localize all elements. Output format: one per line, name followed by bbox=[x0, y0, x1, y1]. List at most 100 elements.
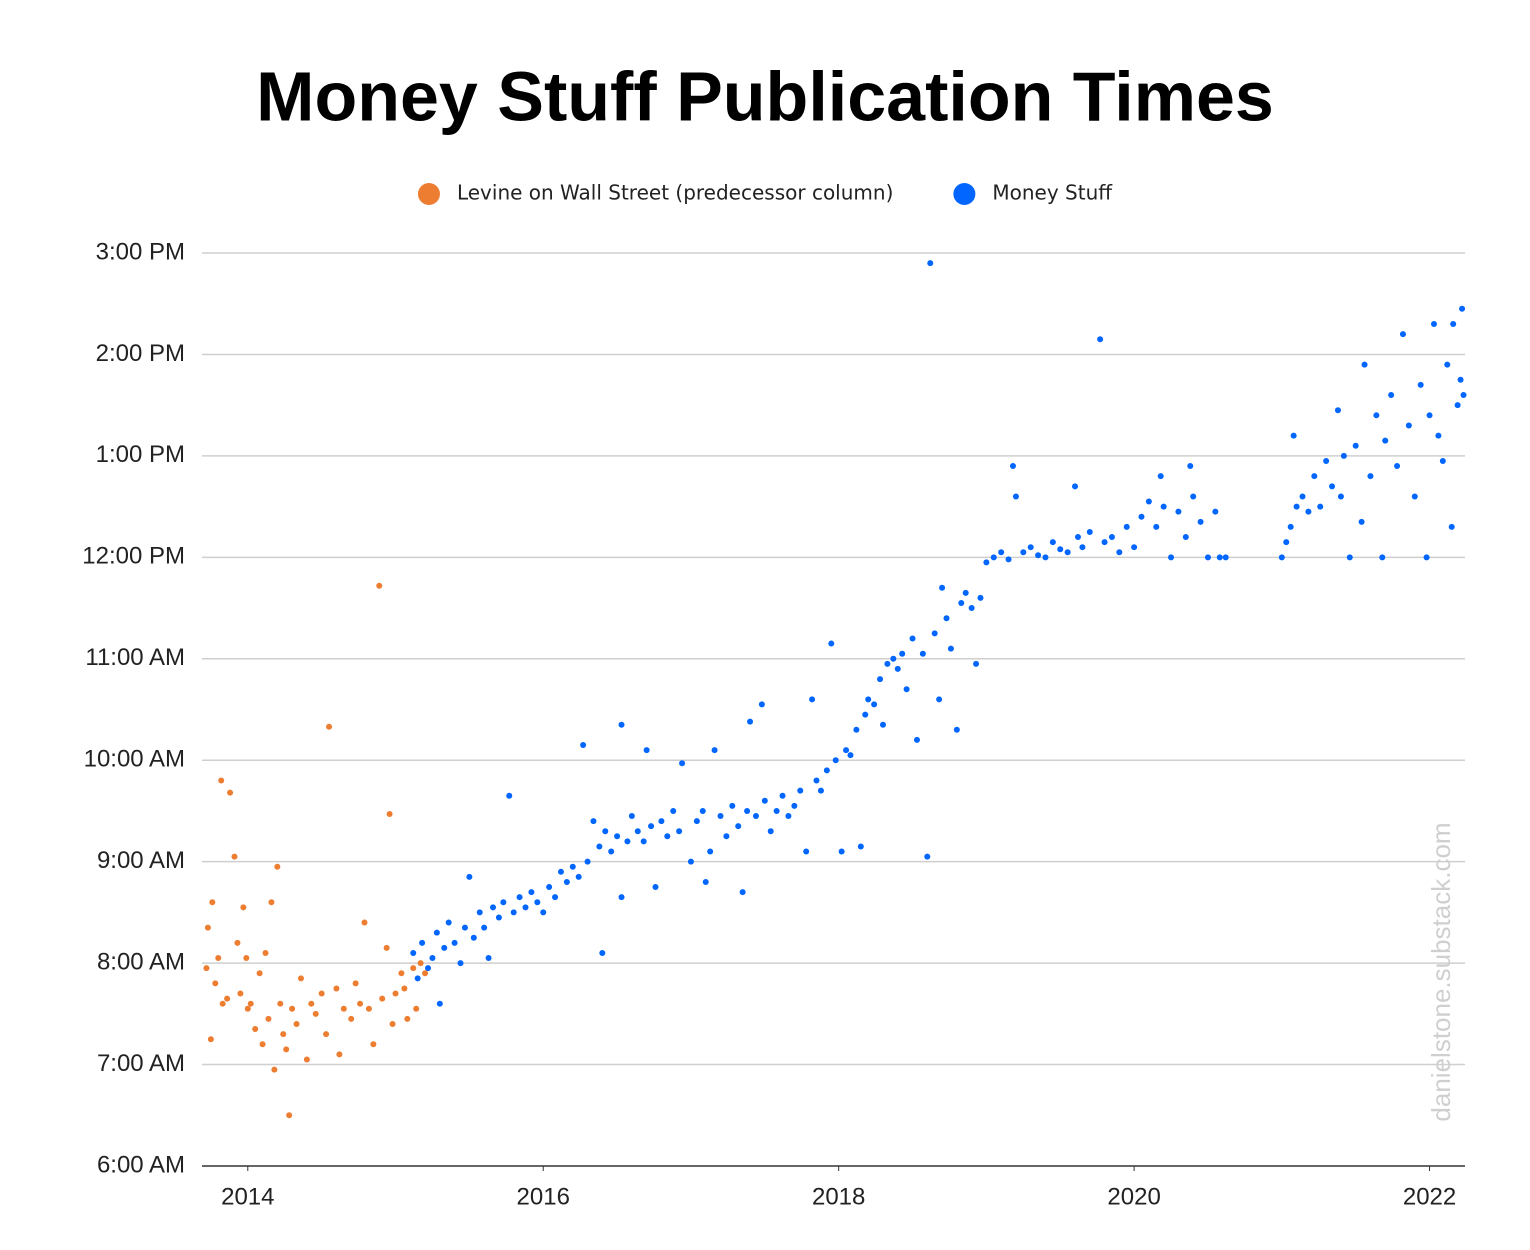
point bbox=[495, 914, 502, 921]
point bbox=[243, 955, 250, 962]
point bbox=[227, 789, 234, 796]
point bbox=[823, 767, 830, 774]
point bbox=[1145, 498, 1152, 505]
point bbox=[884, 660, 891, 667]
point bbox=[1352, 442, 1359, 449]
point bbox=[735, 823, 742, 830]
point bbox=[847, 752, 854, 759]
point bbox=[466, 873, 473, 880]
point bbox=[1187, 463, 1194, 470]
point bbox=[297, 975, 304, 982]
point bbox=[977, 594, 984, 601]
legend: Levine on Wall Street (predecessor colum… bbox=[417, 181, 1113, 205]
point bbox=[809, 696, 816, 703]
point bbox=[1444, 361, 1451, 368]
point bbox=[791, 802, 798, 809]
point bbox=[481, 924, 488, 931]
point bbox=[436, 1000, 443, 1007]
point bbox=[557, 868, 564, 875]
point bbox=[652, 884, 659, 891]
point bbox=[599, 949, 606, 956]
x-tick-label: 2022 bbox=[1403, 1183, 1456, 1210]
y-tick-label: 1:00 PM bbox=[96, 441, 185, 468]
point bbox=[602, 828, 609, 835]
point bbox=[476, 909, 483, 916]
point bbox=[522, 904, 529, 911]
point bbox=[1435, 432, 1442, 439]
y-tick-label: 2:00 PM bbox=[96, 340, 185, 367]
point bbox=[336, 1051, 343, 1058]
point bbox=[1454, 402, 1461, 409]
point bbox=[425, 965, 432, 972]
point bbox=[326, 723, 333, 730]
legend-item: Levine on Wall Street (predecessor colum… bbox=[417, 181, 893, 205]
point bbox=[413, 1005, 420, 1012]
point bbox=[1072, 483, 1079, 490]
point bbox=[947, 645, 954, 652]
point bbox=[707, 848, 714, 855]
point bbox=[1334, 407, 1341, 414]
point bbox=[1097, 336, 1104, 343]
point bbox=[552, 894, 559, 901]
point bbox=[699, 807, 706, 814]
point bbox=[1337, 493, 1344, 500]
point bbox=[1439, 457, 1446, 464]
point bbox=[247, 1000, 254, 1007]
point bbox=[953, 726, 960, 733]
point bbox=[1459, 305, 1466, 312]
point bbox=[679, 760, 686, 767]
point bbox=[410, 949, 417, 956]
point bbox=[983, 559, 990, 566]
point bbox=[240, 904, 247, 911]
point bbox=[485, 955, 492, 962]
point bbox=[376, 582, 383, 589]
watermark: danielstone.substack.com bbox=[1426, 822, 1456, 1121]
point bbox=[490, 904, 497, 911]
point bbox=[1131, 544, 1138, 551]
point bbox=[1317, 503, 1324, 510]
point bbox=[909, 635, 916, 642]
x-tick-label: 2020 bbox=[1107, 1183, 1160, 1210]
point bbox=[1108, 534, 1115, 541]
point bbox=[1373, 412, 1380, 419]
point bbox=[927, 260, 934, 267]
point bbox=[357, 1000, 364, 1007]
legend-item: Money Stuff bbox=[953, 181, 1113, 205]
point bbox=[268, 899, 275, 906]
point bbox=[1101, 539, 1108, 546]
point bbox=[1168, 554, 1175, 561]
point bbox=[1197, 518, 1204, 525]
point bbox=[1311, 473, 1318, 480]
point bbox=[361, 919, 368, 926]
point bbox=[207, 1036, 214, 1043]
point bbox=[280, 1031, 287, 1038]
point bbox=[333, 985, 340, 992]
point bbox=[1027, 544, 1034, 551]
point bbox=[853, 726, 860, 733]
point bbox=[1367, 473, 1374, 480]
point bbox=[779, 792, 786, 799]
point bbox=[516, 894, 523, 901]
point bbox=[1388, 392, 1395, 399]
point bbox=[968, 605, 975, 612]
point bbox=[676, 828, 683, 835]
point bbox=[899, 650, 906, 657]
point bbox=[569, 863, 576, 870]
point bbox=[838, 848, 845, 855]
point bbox=[1460, 392, 1467, 399]
point bbox=[457, 960, 464, 967]
point bbox=[1204, 554, 1211, 561]
point bbox=[634, 828, 641, 835]
x-tick-label: 2014 bbox=[221, 1183, 274, 1210]
y-tick-label: 3:00 PM bbox=[96, 238, 185, 265]
point bbox=[871, 701, 878, 708]
point bbox=[441, 944, 448, 951]
point bbox=[1379, 554, 1386, 561]
y-tick-label: 6:00 AM bbox=[97, 1151, 185, 1178]
point bbox=[919, 650, 926, 657]
point bbox=[308, 1000, 315, 1007]
point bbox=[204, 924, 211, 931]
point bbox=[231, 853, 238, 860]
point bbox=[323, 1031, 330, 1038]
